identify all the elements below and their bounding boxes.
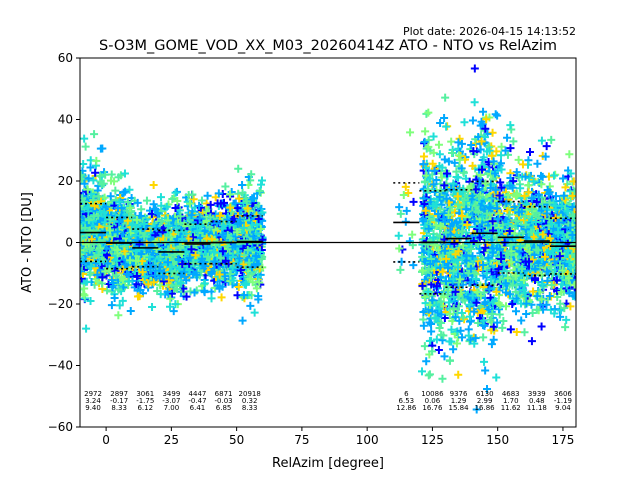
scatter-point [82,324,91,333]
scatter-point [80,171,85,180]
scatter-point [90,252,99,261]
scatter-point [80,134,89,143]
scatter-point [219,198,228,207]
scatter-point [217,293,226,302]
chart-title: S-O3M_GOME_VOD_XX_M03_20260414Z ATO - NT… [99,38,557,54]
scatter-point [220,272,229,281]
scatter-point [156,193,165,202]
scatter-point [115,301,124,310]
scatter-point [120,169,129,178]
scatter-point [202,199,211,208]
plot-date: Plot date: 2026-04-15 14:13:52 [403,25,576,38]
scatter-point [189,195,198,204]
scatter-point [255,187,264,196]
scatter-point [250,308,259,317]
scatter-point [221,182,230,191]
scatter-point [169,307,178,316]
scatter-point [246,301,255,310]
scatter-point [125,185,134,194]
scatter-point [167,289,176,298]
scatter-point [142,196,151,205]
scatter-point [171,300,180,309]
scatter-point [113,277,122,286]
scatter-point [149,181,158,189]
scatter-point [86,297,95,306]
scatter-point [171,188,180,197]
scatter-point [103,286,112,295]
scatter-point [234,164,243,173]
scatter-point [246,195,255,204]
scatter-point [89,176,98,185]
scatter-point [90,130,99,139]
scatter-point [110,294,119,303]
scatter-point [80,166,87,175]
scatter-point [107,301,116,310]
scatter-point [148,303,157,312]
scatter-point [106,192,115,201]
scatter-point [238,181,247,190]
scatter-point [163,287,172,296]
scatter-point [257,180,266,189]
scatter-point [121,187,130,196]
